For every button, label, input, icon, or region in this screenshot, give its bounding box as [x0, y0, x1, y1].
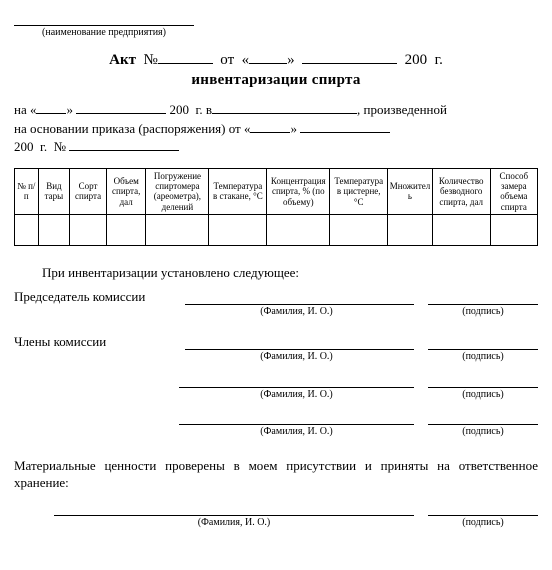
fio-caption: (Фамилия, И. О.): [179, 305, 414, 319]
day-blank[interactable]: [249, 48, 287, 64]
col-header: Концентрация спирта, % (по объему): [267, 168, 330, 214]
fio-caption: (Фамилия, И. О.): [179, 388, 414, 402]
intro-day-blank[interactable]: [36, 100, 66, 114]
sign-caption: (подпись): [428, 305, 538, 319]
q-open: «: [242, 52, 250, 68]
chairman-caption-row: (Фамилия, И. О.) (подпись): [14, 305, 538, 319]
col-header: Погружение спиртомера (ареометра), делен…: [146, 168, 209, 214]
table-cell[interactable]: [432, 215, 490, 246]
intro-3no: №: [54, 139, 66, 154]
member-caption-2: (Фамилия, И. О.) (подпись): [14, 388, 538, 402]
table-cell[interactable]: [490, 215, 537, 246]
fio-caption: (Фамилия, И. О.): [54, 516, 414, 530]
intro-block: на « » 200 г. в , произведенной на основан…: [14, 100, 538, 156]
col-header: Объем спирта, дал: [106, 168, 145, 214]
table-cell[interactable]: [267, 215, 330, 246]
order-number-blank[interactable]: [69, 137, 179, 151]
order-day-blank[interactable]: [250, 119, 290, 133]
member-row-1: Члены комиссии: [14, 333, 538, 351]
intro-2a: на основании приказа (распоряжения) от «: [14, 121, 250, 136]
members-label: Члены комиссии: [14, 333, 185, 351]
col-header: № п/п: [15, 168, 39, 214]
intro-year: 200: [169, 102, 189, 117]
sign-caption: (подпись): [428, 425, 538, 439]
custody-name-line[interactable]: [54, 502, 414, 516]
year-suffix: г.: [435, 52, 443, 68]
fio-caption: (Фамилия, И. О.): [179, 425, 414, 439]
col-header: Температура в цистерне, °С: [330, 168, 388, 214]
intro-tail: , произведенной: [357, 102, 447, 117]
member-caption-3: (Фамилия, И. О.) (подпись): [14, 425, 538, 439]
chairman-sign-line[interactable]: [428, 291, 538, 305]
col-header: Вид тары: [38, 168, 70, 214]
intro-1b: »: [66, 102, 73, 117]
custody-text: Материальные ценности проверены в моем п…: [14, 457, 538, 492]
table-cell[interactable]: [70, 215, 107, 246]
member-row-3: [14, 411, 538, 425]
month-blank[interactable]: [302, 48, 397, 64]
custody-sign-line[interactable]: [428, 502, 538, 516]
table-cell[interactable]: [15, 215, 39, 246]
col-header: Температура в стакане, °С: [209, 168, 267, 214]
order-month-blank[interactable]: [300, 119, 390, 133]
col-header: Сорт спирта: [70, 168, 107, 214]
col-header: Количество безводного спирта, дал: [432, 168, 490, 214]
enterprise-line: [14, 12, 194, 26]
table-cell[interactable]: [209, 215, 267, 246]
year-prefix: 200: [405, 52, 428, 68]
findings-line: При инвентаризации установлено следующее…: [14, 264, 538, 282]
intro-3g: г.: [40, 139, 47, 154]
member-2-name-line[interactable]: [179, 374, 414, 388]
member-1-sign-line[interactable]: [428, 336, 538, 350]
title-no-label: №: [143, 52, 157, 68]
col-header: Способ замера объема спирта: [490, 168, 537, 214]
table-cell[interactable]: [38, 215, 70, 246]
title-from: от: [220, 52, 234, 68]
enterprise-caption: (наименование предприятия): [14, 26, 194, 40]
sign-caption: (подпись): [428, 516, 538, 530]
q-close: »: [287, 52, 295, 68]
intro-3year: 200: [14, 139, 34, 154]
title-act: Акт: [109, 52, 136, 68]
chairman-row: Председатель комиссии: [14, 288, 538, 306]
member-row-2: [14, 374, 538, 388]
custody-sign-row: [14, 502, 538, 516]
member-3-sign-line[interactable]: [428, 411, 538, 425]
table-cell[interactable]: [388, 215, 433, 246]
fio-caption: (Фамилия, И. О.): [179, 350, 414, 364]
inventory-table: № п/пВид тарыСорт спиртаОбъем спирта, да…: [14, 168, 538, 246]
sign-caption: (подпись): [428, 388, 538, 402]
member-2-sign-line[interactable]: [428, 374, 538, 388]
intro-1a: на «: [14, 102, 36, 117]
member-3-name-line[interactable]: [179, 411, 414, 425]
col-header: Множитель: [388, 168, 433, 214]
intro-2b: »: [290, 121, 297, 136]
table-cell[interactable]: [146, 215, 209, 246]
member-caption-1: (Фамилия, И. О.) (подпись): [14, 350, 538, 364]
intro-month-blank[interactable]: [76, 100, 166, 114]
doc-subtitle: инвентаризации спирта: [14, 70, 538, 90]
intro-g-v: г. в: [195, 102, 212, 117]
act-number-blank[interactable]: [158, 48, 213, 64]
chairman-label: Председатель комиссии: [14, 288, 185, 306]
table-cell[interactable]: [106, 215, 145, 246]
intro-place-blank[interactable]: [212, 100, 357, 114]
member-1-name-line[interactable]: [185, 336, 414, 350]
sign-caption: (подпись): [428, 350, 538, 364]
doc-title-row: Акт № от « » 200 г.: [14, 48, 538, 70]
custody-caption-row: (Фамилия, И. О.) (подпись): [14, 516, 538, 530]
chairman-name-line[interactable]: [185, 291, 414, 305]
table-cell[interactable]: [330, 215, 388, 246]
